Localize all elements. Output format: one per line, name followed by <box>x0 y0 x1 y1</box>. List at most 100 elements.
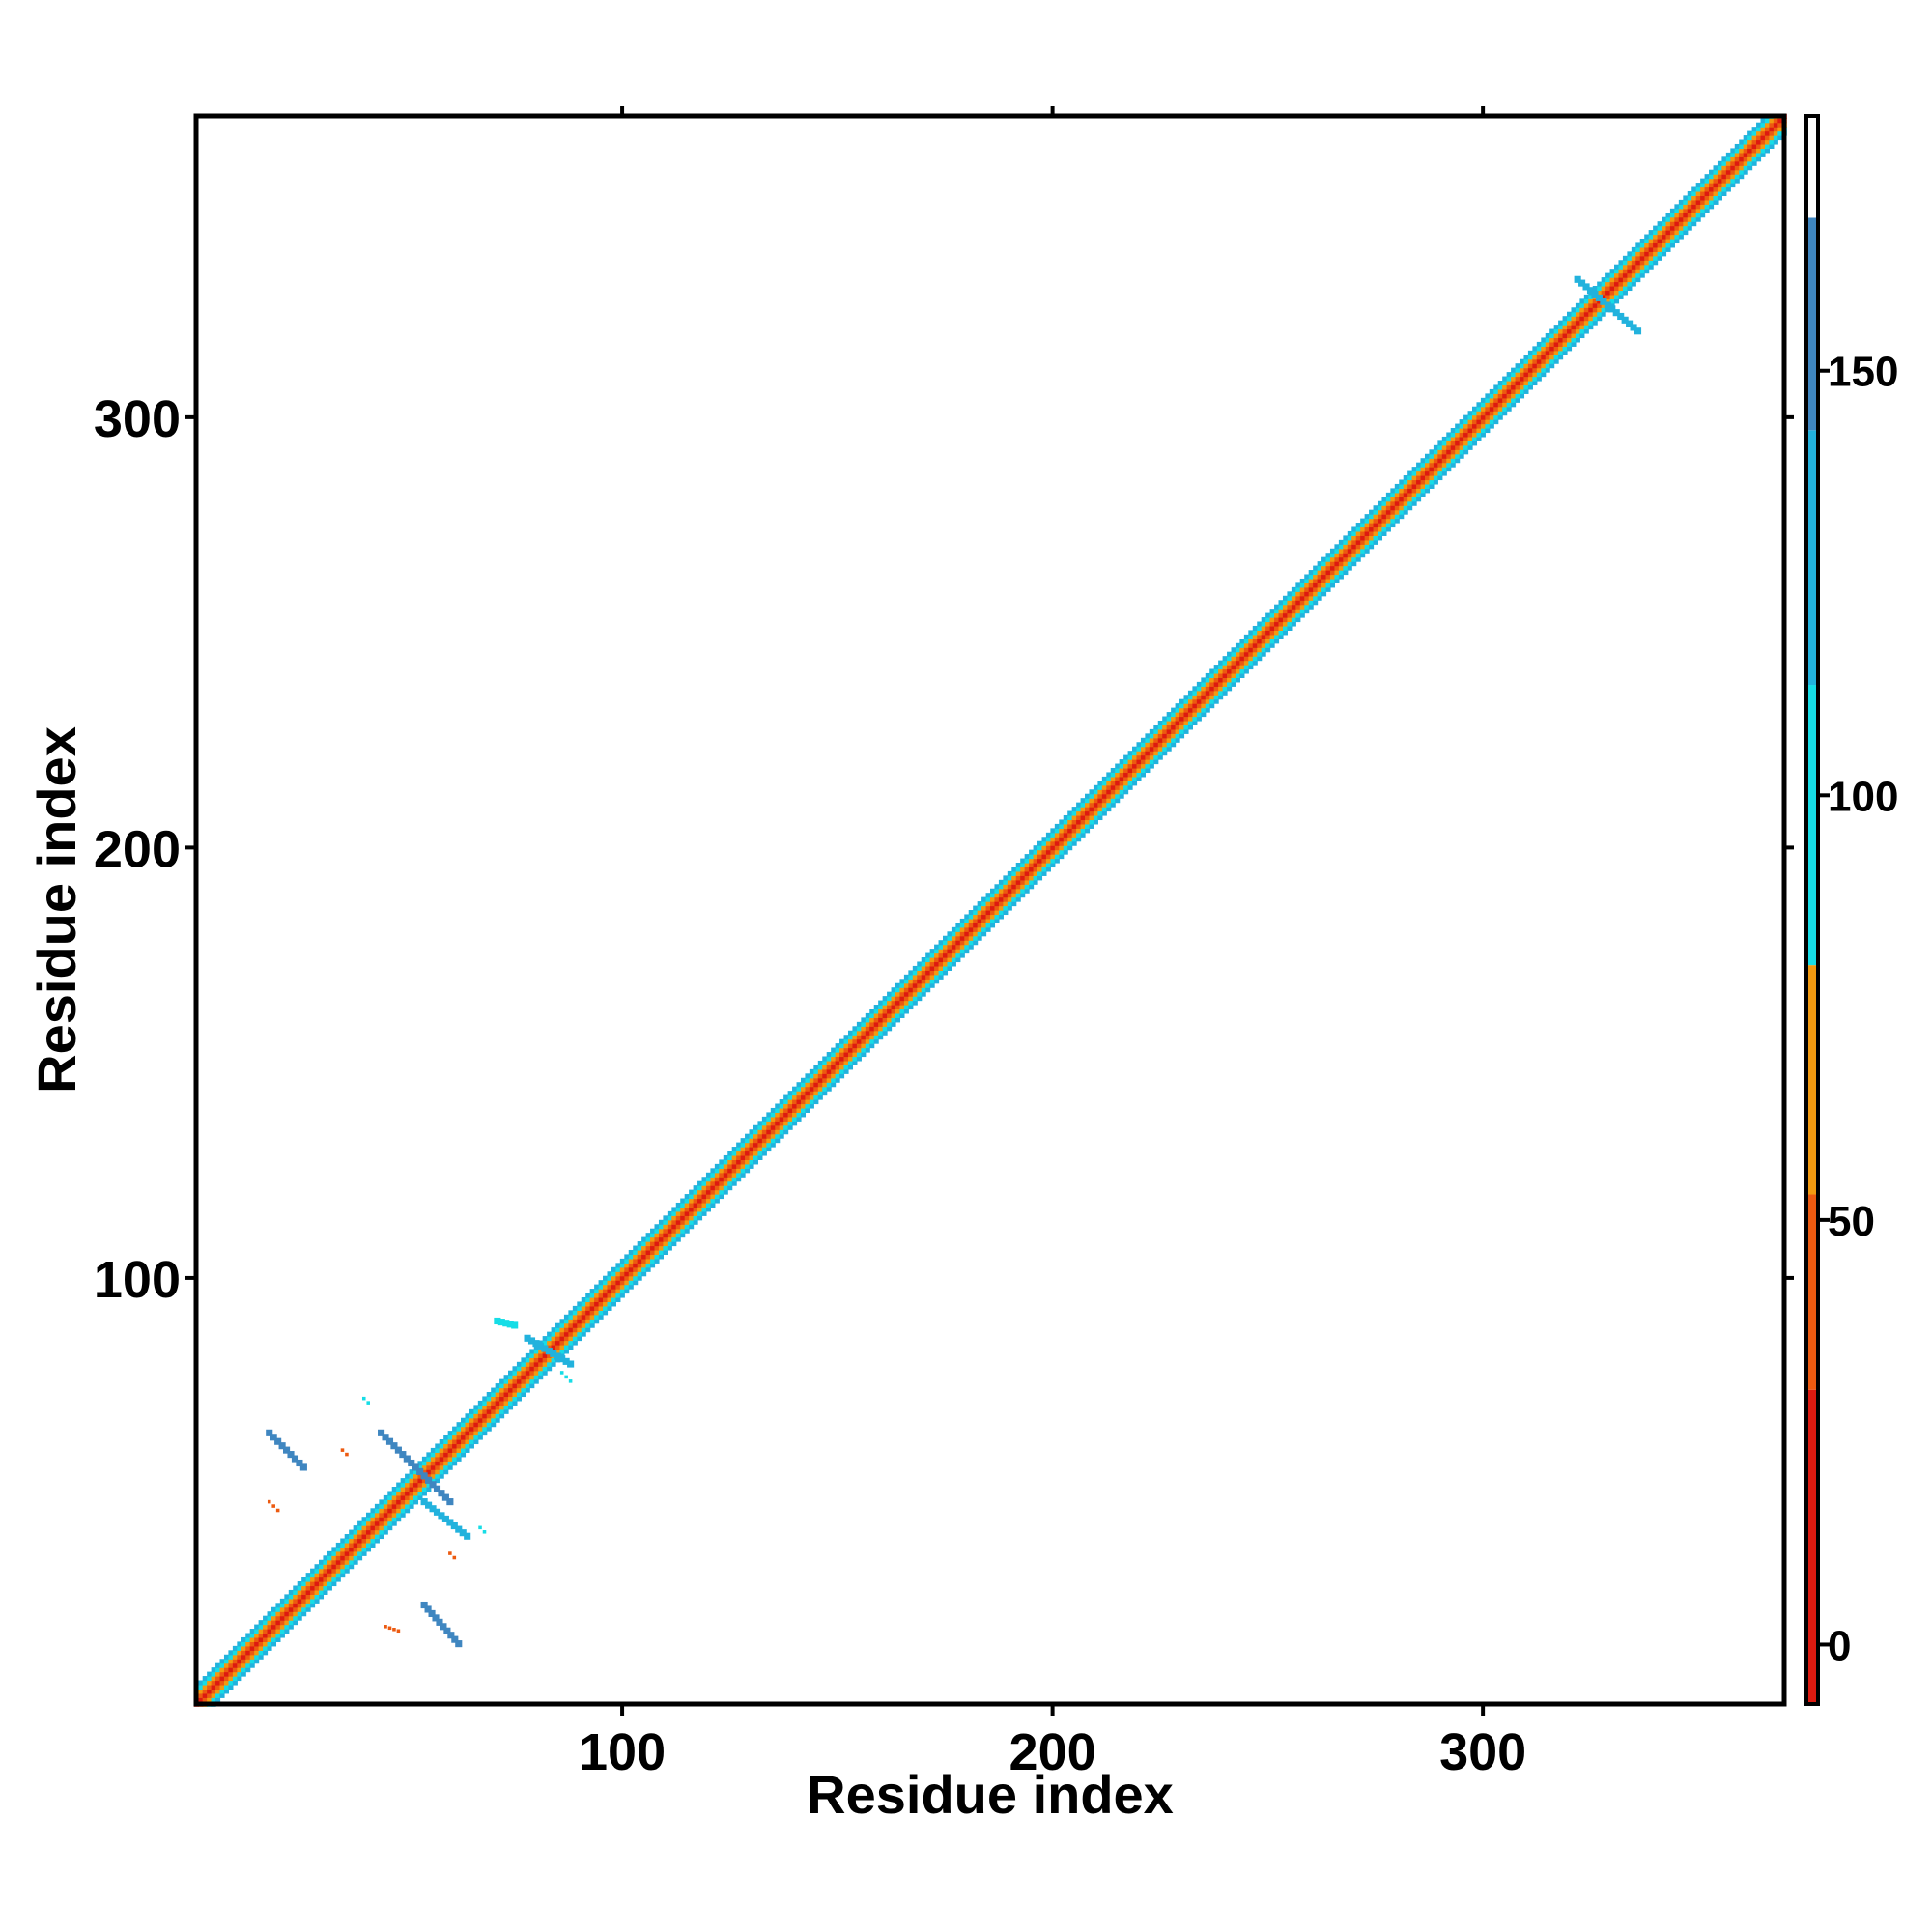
contact-cell <box>555 1336 561 1342</box>
contact-cell <box>1037 840 1043 846</box>
contact-cell <box>232 1680 238 1686</box>
contact-cell <box>1497 388 1503 394</box>
contact-cell <box>693 1207 698 1212</box>
contact-cell <box>1106 802 1112 808</box>
contact-cell <box>1751 127 1757 132</box>
contact-cell <box>1420 462 1426 468</box>
contact-cell <box>1287 609 1293 614</box>
contact-cell <box>512 1391 518 1398</box>
contact-cell <box>1424 470 1431 476</box>
contact-cell <box>856 1038 862 1044</box>
contact-cell <box>585 1305 591 1311</box>
contact-cell <box>654 1228 660 1234</box>
contact-cell <box>443 1439 449 1445</box>
contact-cell <box>1227 651 1233 657</box>
contact-cell <box>270 1615 277 1621</box>
contact-cell <box>1369 530 1375 536</box>
contact-cell <box>611 1275 616 1281</box>
contact-cell <box>1489 393 1494 399</box>
colorbar-band <box>1806 116 1818 218</box>
contact-cell <box>1140 767 1146 774</box>
contact-cell <box>783 1112 789 1118</box>
contact-cell <box>456 1435 462 1440</box>
contact-cell <box>1329 556 1336 562</box>
contact-cell <box>1024 867 1030 872</box>
contact-cell <box>465 1426 470 1432</box>
contact-cell <box>1360 523 1366 528</box>
contact-cell <box>775 1133 781 1139</box>
contact-cell <box>1347 548 1352 554</box>
contact-cell <box>671 1236 677 1242</box>
contact-cell <box>435 1461 440 1466</box>
contact-cell <box>1441 449 1447 455</box>
contact-cell <box>1347 530 1352 536</box>
contact-cell <box>878 1000 884 1006</box>
contact-cell <box>736 1168 742 1174</box>
contact-cell <box>249 1654 255 1660</box>
contact-cell <box>1054 854 1060 860</box>
contact-cell <box>327 1568 332 1574</box>
contact-cell <box>1592 311 1598 317</box>
contact-cell <box>439 1456 444 1462</box>
contact-cell <box>1037 870 1043 876</box>
contact-cell <box>650 1263 656 1268</box>
contact-cell <box>981 926 987 932</box>
contact-cell <box>1209 690 1215 696</box>
contact-cell <box>1532 376 1538 382</box>
contact-cell <box>1631 277 1636 283</box>
contact-cell <box>524 1334 531 1342</box>
contact-cell <box>1471 406 1478 412</box>
contact-cell <box>516 1378 522 1384</box>
contact-cell <box>1471 440 1478 446</box>
contact-cell <box>379 1525 384 1531</box>
contact-cell <box>1437 444 1443 450</box>
contact-cell <box>684 1228 690 1234</box>
contact-cell <box>1644 264 1650 270</box>
contact-cell <box>499 1391 505 1398</box>
contact-cell <box>611 1289 616 1294</box>
contact-cell <box>288 1611 294 1617</box>
contact-cell <box>207 1689 213 1694</box>
contact-cell <box>559 1340 565 1346</box>
contact-cell <box>357 1538 363 1544</box>
contact-cell <box>383 1525 388 1531</box>
contact-cell <box>917 970 923 976</box>
contact-cell <box>391 1508 397 1514</box>
contact-cell <box>331 1550 337 1556</box>
contact-cell <box>512 1370 518 1376</box>
contact-cell <box>1717 190 1722 197</box>
contact-cell <box>1622 264 1628 270</box>
contact-cell <box>1222 660 1228 666</box>
contact-cell <box>831 1060 837 1065</box>
contact-cell <box>689 1219 695 1225</box>
contact-cell <box>1558 346 1564 352</box>
contact-cell <box>1622 269 1628 274</box>
contact-cell <box>503 1391 509 1398</box>
contact-cell <box>521 1366 526 1372</box>
contact-cell <box>869 1021 875 1027</box>
contact-cell <box>1222 681 1228 687</box>
contact-cell <box>1653 230 1659 236</box>
contact-cell <box>1493 397 1499 403</box>
contact-cell <box>538 1349 544 1354</box>
contact-cell <box>1153 746 1159 752</box>
contact-cell <box>1515 388 1520 394</box>
contact-cell <box>1743 139 1748 145</box>
contact-cell <box>1416 488 1422 494</box>
contact-cell <box>998 879 1004 885</box>
contact-cell <box>1171 707 1177 713</box>
contact-cell <box>959 935 965 941</box>
contact-cell <box>405 1491 411 1496</box>
contact-cell <box>650 1245 656 1251</box>
contact-cell <box>607 1296 612 1303</box>
contact-cell <box>1562 341 1568 347</box>
contact-cell <box>1455 436 1461 441</box>
contact-cell <box>1153 724 1159 730</box>
contact-cell <box>663 1224 668 1230</box>
contact-cell <box>1265 634 1271 639</box>
contact-cell <box>301 1589 307 1595</box>
contact-cell <box>1618 281 1624 287</box>
contact-cell <box>783 1103 789 1109</box>
contact-cell <box>452 1426 458 1432</box>
contact-cell <box>1721 160 1727 166</box>
